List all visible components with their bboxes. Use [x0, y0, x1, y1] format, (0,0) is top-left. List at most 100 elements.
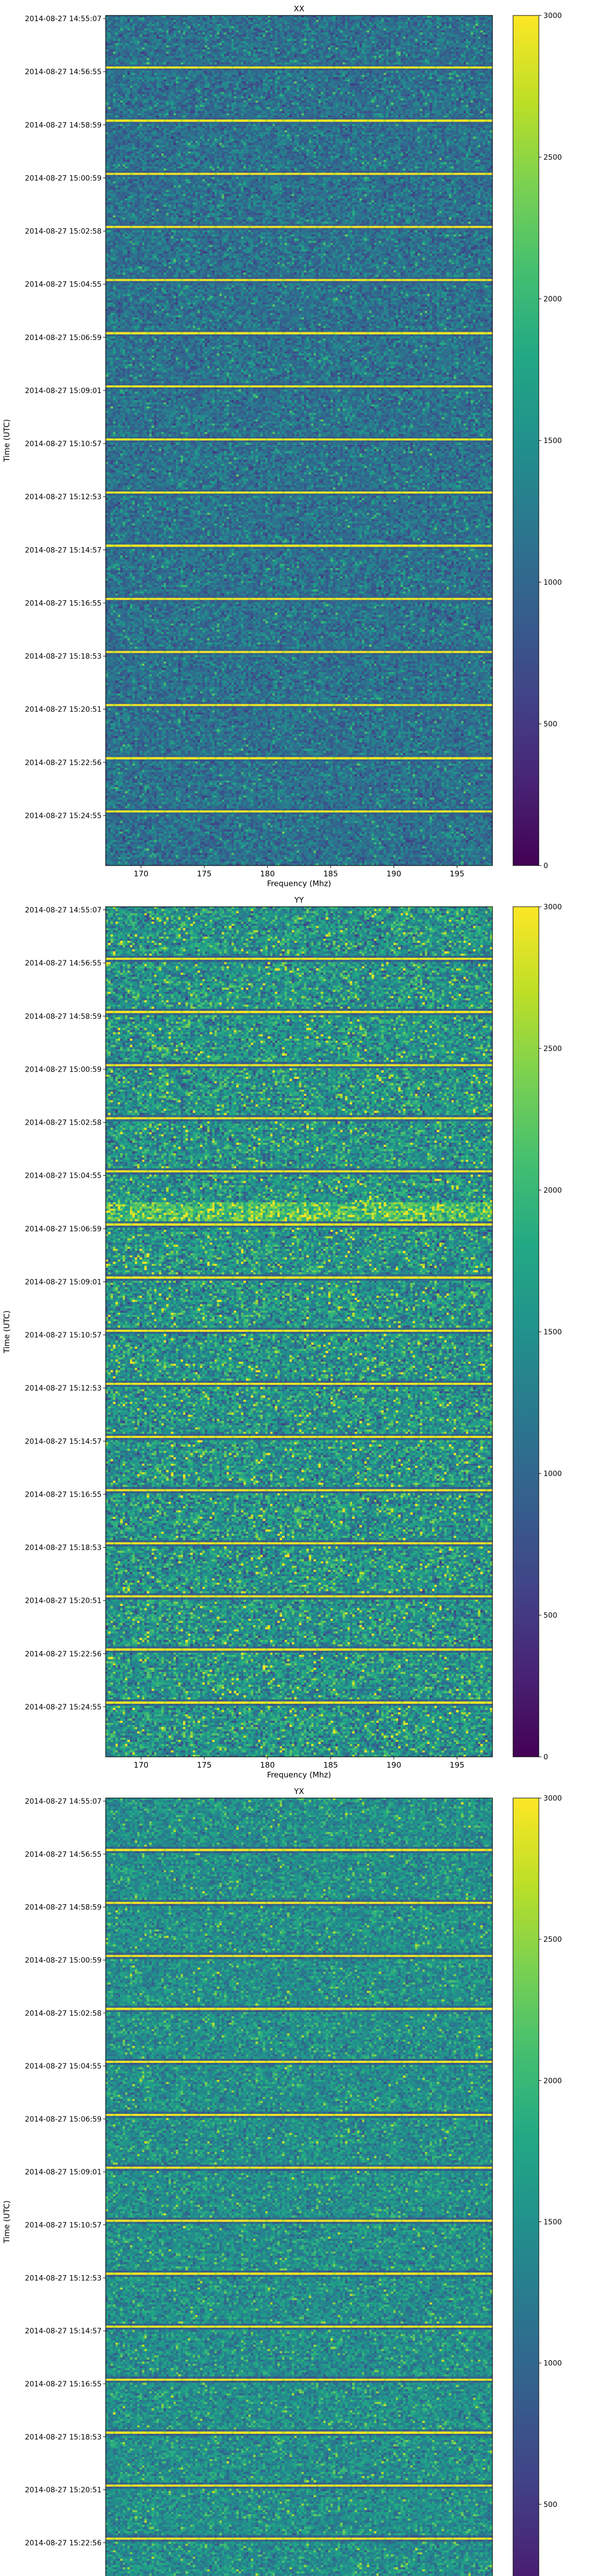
panel-title: XX	[294, 4, 305, 13]
y-tick-label: 2014-08-27 15:18:53	[25, 653, 102, 661]
y-tick-label: 2014-08-27 14:58:59	[25, 1012, 102, 1021]
y-tick-label: 2014-08-27 15:14:57	[25, 2327, 102, 2335]
y-tick-label: 2014-08-27 15:22:56	[25, 759, 102, 767]
colorbar-tick-label: 1000	[543, 1470, 562, 1478]
colorbar-tick-label: 1000	[543, 2360, 562, 2368]
colorbar-tick-label: 3000	[543, 903, 562, 911]
y-axis-label: Time (UTC)	[2, 2200, 11, 2244]
colorbar-tick-label: 2500	[543, 1045, 562, 1053]
y-tick-label: 2014-08-27 15:00:59	[25, 174, 102, 182]
y-tick-label: 2014-08-27 15:06:59	[25, 2115, 102, 2124]
y-tick-label: 2014-08-27 15:04:55	[25, 1172, 102, 1180]
x-tick-label: 185	[323, 1760, 338, 1770]
y-tick-label: 2014-08-27 14:55:07	[25, 15, 102, 23]
y-tick-label: 2014-08-27 15:20:51	[25, 2486, 102, 2495]
y-tick-label: 2014-08-27 14:58:59	[25, 121, 102, 129]
y-tick-label: 2014-08-27 15:18:53	[25, 2433, 102, 2442]
y-tick-label: 2014-08-27 15:02:58	[25, 228, 102, 236]
x-axis-label: Frequency (Mhz)	[267, 879, 331, 888]
axes-frame	[105, 906, 493, 1757]
y-tick-label: 2014-08-27 15:10:57	[25, 2222, 102, 2230]
y-tick-label: 2014-08-27 14:56:55	[25, 959, 102, 968]
x-tick-label: 185	[323, 869, 338, 878]
y-tick-label: 2014-08-27 15:14:57	[25, 546, 102, 554]
y-tick-label: 2014-08-27 15:00:59	[25, 1956, 102, 1964]
y-tick-label: 2014-08-27 15:09:01	[25, 387, 102, 395]
y-tick-label: 2014-08-27 15:12:53	[25, 493, 102, 501]
heatmap-image	[106, 907, 492, 1757]
axes-frame	[105, 1798, 493, 2576]
heatmap-image	[106, 15, 492, 866]
y-tick-label: 2014-08-27 15:09:01	[25, 1278, 102, 1286]
x-tick-label: 175	[197, 1760, 212, 1770]
colorbar-tick-label: 2000	[543, 1187, 562, 1195]
panels: XX 2014-08-27 14:55:07 2014-08-27 14:56:55…	[2, 4, 562, 2576]
colorbar-tick-label: 3000	[543, 1794, 562, 1803]
colorbar	[513, 906, 539, 1757]
axes-frame	[105, 15, 493, 866]
y-tick-label: 2014-08-27 15:06:59	[25, 1225, 102, 1233]
y-tick-label: 2014-08-27 15:12:53	[25, 1384, 102, 1393]
colorbar-tick-label: 500	[543, 1612, 557, 1620]
heatmap-image	[106, 1798, 492, 2576]
colorbar-tick-label: 2000	[543, 295, 562, 303]
y-tick-label: 2014-08-27 14:56:55	[25, 68, 102, 76]
colorbar-tick-label: 1000	[543, 579, 562, 587]
y-tick-label: 2014-08-27 15:14:57	[25, 1437, 102, 1446]
x-tick-label: 190	[387, 869, 402, 878]
y-tick-label: 2014-08-27 15:16:55	[25, 599, 102, 607]
colorbar-tick-label: 2000	[543, 2077, 562, 2085]
y-tick-label: 2014-08-27 15:22:56	[25, 2539, 102, 2547]
y-tick-label: 2014-08-27 15:09:01	[25, 2168, 102, 2177]
panel-title: YY	[294, 895, 304, 905]
y-tick-label: 2014-08-27 14:58:59	[25, 1904, 102, 1912]
y-tick-label: 2014-08-27 15:24:55	[25, 1703, 102, 1711]
y-tick-label: 2014-08-27 15:10:57	[25, 1331, 102, 1340]
y-tick-label: 2014-08-27 15:18:53	[25, 1544, 102, 1552]
x-tick-label: 195	[450, 1760, 465, 1770]
y-tick-label: 2014-08-27 15:16:55	[25, 2380, 102, 2388]
colorbar-tick-label: 3000	[543, 12, 562, 20]
colorbar-tick-label: 2500	[543, 154, 562, 162]
y-tick-label: 2014-08-27 14:55:07	[25, 906, 102, 914]
y-tick-label: 2014-08-27 15:22:56	[25, 1650, 102, 1658]
panel-yx: YX 2014-08-27 14:55:07 2014-08-27 14:56:55…	[2, 1787, 562, 2576]
colorbar	[513, 1798, 539, 2576]
colorbar-tick-label: 500	[543, 2501, 557, 2509]
x-tick-label: 180	[260, 869, 275, 878]
y-axis-label: Time (UTC)	[2, 419, 11, 463]
panel-title: YX	[293, 1787, 304, 1796]
x-tick-label: 170	[134, 1760, 148, 1770]
colorbar-tick-label: 1500	[543, 2218, 562, 2227]
colorbar-tick-label: 0	[543, 1753, 548, 1761]
colorbar-tick-label: 500	[543, 720, 557, 728]
colorbar-tick-label: 1500	[543, 437, 562, 445]
colorbar-tick-label: 0	[543, 862, 548, 870]
colorbar-tick-label: 1500	[543, 1328, 562, 1336]
y-tick-label: 2014-08-27 15:12:53	[25, 2274, 102, 2282]
y-tick-label: 2014-08-27 15:06:59	[25, 334, 102, 342]
y-tick-label: 2014-08-27 15:00:59	[25, 1065, 102, 1074]
x-tick-label: 180	[260, 1760, 275, 1770]
colorbar	[513, 15, 539, 866]
y-axis-label: Time (UTC)	[2, 1311, 11, 1354]
colorbar-tick-label: 2500	[543, 1936, 562, 1944]
y-tick-label: 2014-08-27 15:16:55	[25, 1490, 102, 1499]
y-tick-label: 2014-08-27 15:04:55	[25, 281, 102, 289]
y-tick-label: 2014-08-27 15:20:51	[25, 1597, 102, 1605]
panel-yy: YY 2014-08-27 14:55:07 2014-08-27 14:56:55…	[2, 895, 562, 1780]
y-tick-label: 2014-08-27 15:04:55	[25, 2062, 102, 2071]
y-tick-label: 2014-08-27 14:55:07	[25, 1798, 102, 1806]
x-axis-label: Frequency (Mhz)	[267, 1770, 331, 1780]
x-tick-label: 170	[134, 869, 148, 878]
x-tick-label: 175	[197, 869, 212, 878]
panel-xx: XX 2014-08-27 14:55:07 2014-08-27 14:56:55…	[2, 4, 562, 888]
x-tick-label: 195	[450, 869, 465, 878]
y-tick-label: 2014-08-27 15:10:57	[25, 440, 102, 448]
y-tick-label: 2014-08-27 14:56:55	[25, 1851, 102, 1859]
y-tick-label: 2014-08-27 15:20:51	[25, 706, 102, 714]
y-tick-label: 2014-08-27 15:24:55	[25, 812, 102, 820]
x-tick-label: 190	[387, 1760, 402, 1770]
y-tick-label: 2014-08-27 15:02:58	[25, 2009, 102, 2018]
